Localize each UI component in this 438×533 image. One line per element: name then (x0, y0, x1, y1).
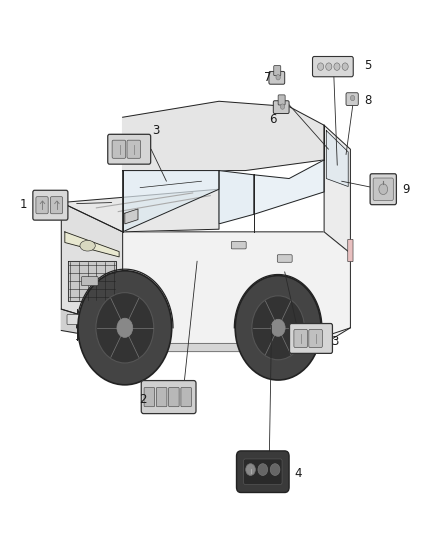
FancyBboxPatch shape (156, 387, 167, 407)
FancyBboxPatch shape (269, 71, 285, 84)
FancyBboxPatch shape (169, 387, 179, 407)
FancyBboxPatch shape (144, 387, 155, 407)
Text: 2: 2 (139, 393, 147, 406)
Circle shape (252, 296, 304, 360)
Circle shape (379, 184, 388, 195)
FancyBboxPatch shape (35, 215, 67, 220)
Circle shape (246, 464, 255, 475)
FancyBboxPatch shape (274, 66, 281, 76)
Circle shape (270, 464, 280, 475)
Polygon shape (68, 261, 116, 301)
Circle shape (258, 464, 268, 475)
Circle shape (235, 276, 321, 380)
Polygon shape (123, 171, 219, 232)
FancyBboxPatch shape (127, 140, 141, 158)
Polygon shape (65, 232, 119, 257)
Text: 3: 3 (332, 335, 339, 348)
FancyBboxPatch shape (292, 323, 331, 329)
Polygon shape (77, 269, 173, 328)
Polygon shape (219, 171, 254, 224)
FancyBboxPatch shape (273, 101, 289, 114)
FancyBboxPatch shape (313, 56, 353, 77)
Text: 1: 1 (19, 198, 27, 211)
FancyBboxPatch shape (290, 324, 332, 353)
FancyBboxPatch shape (309, 329, 322, 348)
FancyBboxPatch shape (181, 387, 191, 407)
Circle shape (342, 63, 348, 70)
Text: 6: 6 (268, 114, 276, 126)
FancyBboxPatch shape (108, 134, 151, 164)
Text: 8: 8 (364, 94, 371, 107)
Polygon shape (125, 209, 138, 224)
Text: 9: 9 (403, 183, 410, 196)
Polygon shape (61, 189, 219, 232)
FancyBboxPatch shape (231, 241, 246, 249)
Circle shape (271, 319, 285, 336)
FancyBboxPatch shape (110, 134, 149, 140)
Circle shape (334, 63, 340, 70)
FancyBboxPatch shape (294, 329, 307, 348)
Text: 3: 3 (152, 124, 159, 136)
FancyBboxPatch shape (33, 190, 68, 220)
Circle shape (350, 95, 355, 101)
Text: 4: 4 (294, 467, 302, 480)
FancyBboxPatch shape (277, 255, 292, 262)
Polygon shape (234, 274, 322, 328)
FancyBboxPatch shape (141, 381, 196, 414)
Circle shape (117, 318, 133, 337)
Polygon shape (324, 125, 350, 253)
FancyBboxPatch shape (348, 239, 353, 262)
Circle shape (318, 63, 324, 70)
FancyBboxPatch shape (124, 343, 279, 352)
Polygon shape (326, 131, 348, 187)
Polygon shape (114, 232, 350, 349)
FancyBboxPatch shape (50, 197, 63, 214)
Circle shape (78, 271, 172, 385)
Circle shape (96, 293, 154, 363)
Circle shape (276, 75, 280, 80)
Circle shape (326, 63, 332, 70)
FancyBboxPatch shape (370, 174, 396, 205)
Polygon shape (61, 309, 123, 341)
Polygon shape (254, 160, 324, 214)
Circle shape (280, 104, 285, 109)
FancyBboxPatch shape (81, 277, 98, 286)
Text: 5: 5 (364, 59, 371, 71)
Polygon shape (123, 101, 324, 171)
FancyBboxPatch shape (278, 95, 285, 105)
FancyBboxPatch shape (373, 178, 393, 200)
FancyBboxPatch shape (67, 314, 82, 325)
Ellipse shape (80, 240, 95, 251)
FancyBboxPatch shape (112, 140, 126, 158)
FancyBboxPatch shape (36, 197, 48, 214)
FancyBboxPatch shape (346, 93, 358, 106)
FancyBboxPatch shape (244, 459, 282, 484)
Text: 7: 7 (264, 71, 272, 84)
FancyBboxPatch shape (237, 451, 289, 492)
Polygon shape (61, 203, 123, 328)
